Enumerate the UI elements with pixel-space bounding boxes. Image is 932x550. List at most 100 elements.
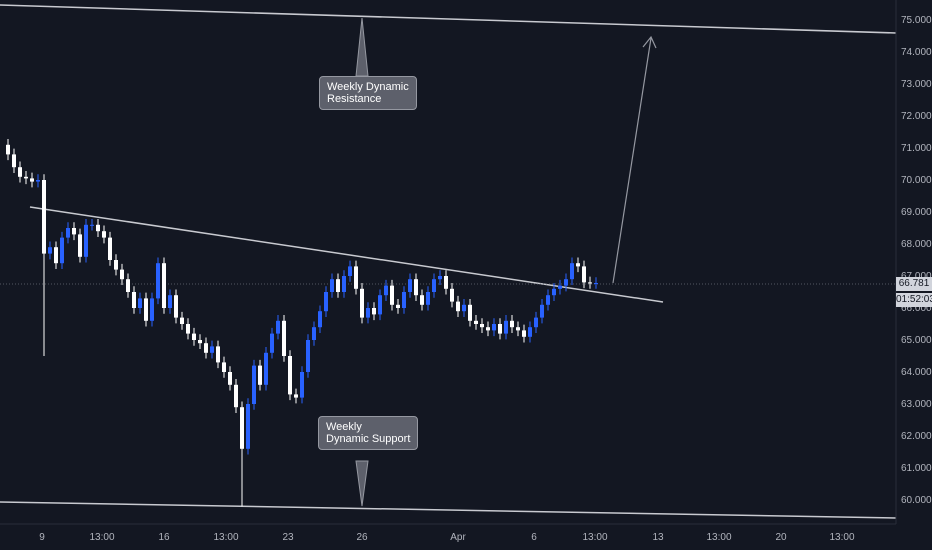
- x-tick-label: 13:00: [829, 532, 854, 543]
- y-tick-label: 73.000: [901, 79, 932, 90]
- candle-body: [570, 263, 574, 280]
- x-tick-label: 13:00: [89, 532, 114, 543]
- y-tick-label: 60.000: [901, 495, 932, 506]
- candle-body: [438, 276, 442, 280]
- candle-body: [504, 320, 508, 334]
- candle-body: [132, 292, 136, 308]
- candle-body: [300, 372, 304, 398]
- candle-body: [312, 327, 316, 340]
- support-callout[interactable]: Weekly Dynamic Support: [318, 416, 419, 450]
- candle-body: [342, 276, 346, 292]
- candle-body: [354, 266, 358, 289]
- support-callout-line2: Dynamic Support: [326, 433, 411, 445]
- candle-body: [432, 279, 436, 292]
- candle-body: [426, 292, 430, 305]
- x-tick-label: 20: [775, 532, 787, 543]
- candle-body: [144, 298, 148, 321]
- x-tick-label: 13:00: [582, 532, 607, 543]
- resistance-callout[interactable]: Weekly Dynamic Resistance: [319, 76, 417, 110]
- candle-body: [180, 317, 184, 324]
- candle-body: [60, 237, 64, 264]
- candle-body: [306, 340, 310, 372]
- candle-body: [396, 304, 400, 308]
- descending-trendline[interactable]: [29, 206, 664, 303]
- candle-body: [474, 320, 478, 324]
- candle-body: [30, 178, 34, 182]
- candle-body: [222, 362, 226, 372]
- support-callout-line1: Weekly: [326, 421, 362, 433]
- candle-body: [372, 308, 376, 315]
- resistance-callout-line2: Resistance: [327, 93, 382, 105]
- candle-body: [594, 283, 598, 285]
- candle-body: [462, 304, 466, 312]
- candle-body: [324, 292, 328, 312]
- candle-body: [540, 304, 544, 318]
- candle-body: [234, 384, 238, 408]
- x-axis: 9 13:00 16 13:00 23 26 Apr 6 13:00 13 13:00 20 13:00: [0, 523, 896, 543]
- candle-body: [336, 279, 340, 292]
- candle-body: [174, 295, 178, 318]
- y-tick-label: 72.000: [901, 111, 932, 122]
- last-price-tag: 66.781: [896, 277, 932, 291]
- candle-body: [450, 288, 454, 302]
- candle-body: [486, 327, 490, 331]
- candle-body: [510, 320, 514, 328]
- candle-body: [414, 279, 418, 296]
- candle-body: [516, 327, 520, 331]
- candle-body: [162, 263, 166, 308]
- candle-body: [288, 356, 292, 395]
- countdown-tag: 01:52:03: [896, 293, 932, 307]
- candle-body: [360, 288, 364, 318]
- candle-body: [408, 279, 412, 292]
- x-tick-label: 13:00: [213, 532, 238, 543]
- candle-body: [588, 282, 592, 284]
- x-tick-label: 16: [158, 532, 170, 543]
- candle-body: [576, 263, 580, 267]
- candle-body: [348, 266, 352, 276]
- candle-body: [522, 330, 526, 337]
- y-tick-label: 68.000: [901, 239, 932, 250]
- y-tick-label: 74.000: [901, 47, 932, 58]
- candle-body: [78, 234, 82, 257]
- candle-body: [66, 228, 70, 238]
- candle-body: [528, 327, 532, 337]
- projection-arrow-line[interactable]: [612, 37, 652, 284]
- candle-body: [48, 247, 52, 254]
- candle-body: [270, 333, 274, 353]
- dynamic-resistance-line[interactable]: [0, 4, 897, 34]
- dynamic-support-line[interactable]: [0, 501, 897, 519]
- x-tick-label: 6: [531, 532, 537, 543]
- candle-body: [582, 266, 586, 283]
- candle-body: [246, 404, 250, 449]
- y-tick-label: 64.000: [901, 367, 932, 378]
- candle-body: [114, 260, 118, 270]
- candle-body: [564, 279, 568, 286]
- candle-body: [444, 276, 448, 289]
- y-tick-label: 63.000: [901, 399, 932, 410]
- candle-body: [264, 352, 268, 385]
- candle-body: [72, 228, 76, 235]
- candle-body: [378, 295, 382, 315]
- candle-body: [456, 301, 460, 312]
- candle-body: [546, 295, 550, 305]
- y-tick-label: 65.000: [901, 335, 932, 346]
- candle-body: [240, 407, 244, 449]
- y-axis: 60.000 61.000 62.000 63.000 64.000 65.000 66.0…: [895, 0, 932, 524]
- candle-body: [420, 295, 424, 305]
- candle-body: [168, 295, 172, 308]
- x-tick-label: 26: [356, 532, 368, 543]
- candle-body: [54, 247, 58, 264]
- y-tick-label: 66.000: [901, 303, 932, 314]
- candle-body: [150, 298, 154, 321]
- candle-body: [276, 320, 280, 334]
- x-tick-label: 9: [39, 532, 45, 543]
- projection-arrowhead: [642, 35, 657, 49]
- x-tick-label: 13: [652, 532, 664, 543]
- y-tick-label: 75.000: [901, 15, 932, 26]
- candle-body: [204, 343, 208, 353]
- x-tick-label: 23: [282, 532, 294, 543]
- x-tick-label: Apr: [450, 532, 466, 543]
- candle-body: [294, 394, 298, 398]
